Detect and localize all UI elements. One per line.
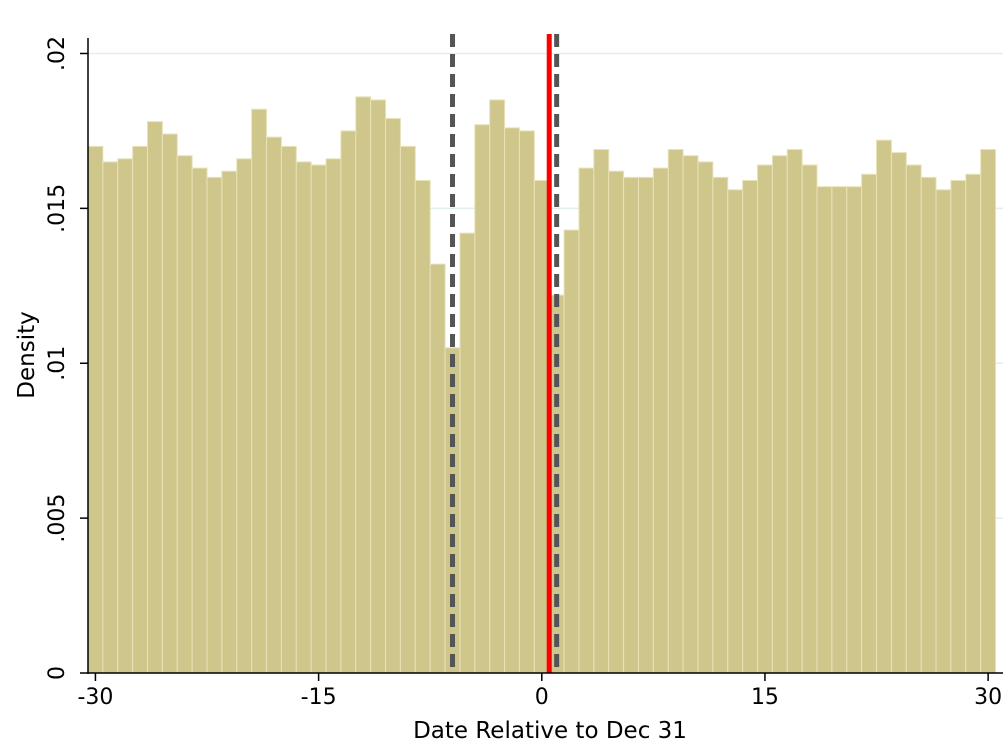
bar (161, 133, 178, 674)
bar (295, 161, 312, 674)
bar (771, 155, 788, 674)
bar (890, 152, 907, 674)
bar (518, 130, 535, 674)
bar (608, 170, 625, 674)
bar (712, 176, 729, 674)
bar (801, 164, 818, 674)
bar (876, 139, 892, 674)
bar (831, 186, 848, 674)
bar (340, 130, 357, 674)
y-tick-label: .01 (45, 346, 70, 381)
y-tick-label: .02 (45, 36, 70, 71)
bar (325, 158, 342, 674)
bar (816, 186, 833, 674)
bar (266, 136, 282, 674)
bar (593, 149, 610, 674)
bar (920, 176, 937, 674)
bar (623, 176, 639, 674)
x-tick-label: 15 (751, 685, 779, 710)
y-tick-label: 0 (45, 666, 70, 680)
bar (370, 99, 387, 674)
bar (578, 167, 595, 674)
x-tick-label: -30 (77, 685, 113, 710)
bar (117, 158, 134, 674)
bar (87, 145, 104, 674)
x-tick-label: 30 (974, 685, 1002, 710)
bar (310, 164, 327, 674)
bar (474, 124, 491, 674)
bar (489, 99, 506, 674)
bar (950, 179, 967, 674)
bar (935, 189, 952, 674)
bar (652, 167, 669, 674)
bar (965, 173, 982, 674)
bar (980, 149, 997, 674)
bar (637, 176, 654, 674)
axes (87, 38, 1003, 674)
bar (280, 145, 297, 674)
bar (846, 186, 863, 674)
bar (355, 96, 372, 674)
bar (132, 145, 149, 674)
bar (176, 155, 193, 674)
bar (697, 161, 714, 674)
reference-lines (450, 34, 560, 673)
bar (191, 167, 208, 674)
bar (459, 232, 476, 674)
bars (87, 96, 997, 674)
y-tick-label: .015 (45, 184, 70, 233)
bar (667, 149, 684, 674)
bar (504, 127, 520, 674)
bar (429, 263, 446, 674)
bar (385, 118, 401, 674)
y-axis-title: Density (14, 311, 40, 398)
bar (236, 158, 253, 674)
x-tick-label: -15 (301, 685, 337, 710)
bar (905, 164, 922, 674)
y-tick-label: .005 (45, 494, 70, 543)
bar (682, 155, 699, 674)
tick-labels: -30 -15 0 15 30 0 .005 .01 .015 .02 (45, 36, 1002, 710)
bar (206, 176, 223, 674)
bar (221, 170, 238, 674)
bar (399, 145, 416, 674)
bar (414, 179, 431, 674)
x-axis-title: Date Relative to Dec 31 (413, 718, 687, 744)
bar (757, 164, 773, 674)
bar (251, 108, 268, 674)
bar (742, 179, 759, 674)
bar (786, 149, 803, 674)
x-tick-label: 0 (535, 685, 549, 710)
bar (102, 161, 119, 674)
bar (727, 189, 744, 674)
bar (563, 229, 580, 674)
bar (147, 121, 163, 674)
bar (861, 173, 878, 674)
